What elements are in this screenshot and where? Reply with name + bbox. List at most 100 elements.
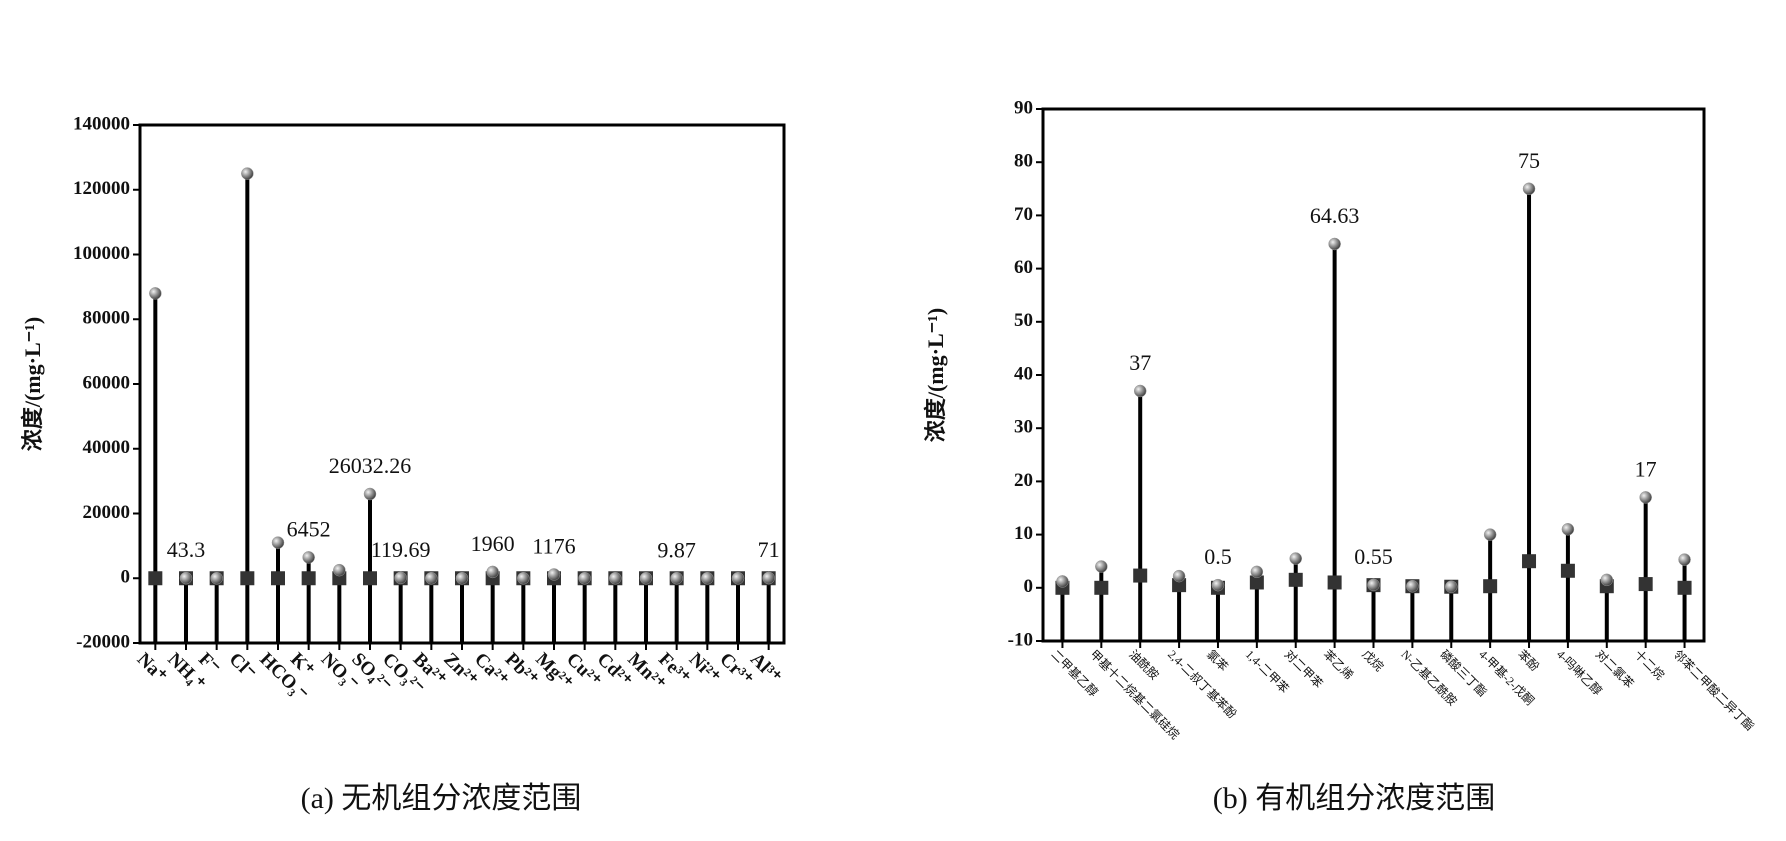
- y-tick-label: 40: [1014, 363, 1033, 384]
- max-marker: [210, 572, 223, 585]
- x-tick-label: 油酰胺: [1126, 647, 1161, 682]
- y-tick-label: -10: [1008, 629, 1033, 650]
- min-marker: [1133, 568, 1148, 583]
- x-tick-label: Na⁺: [133, 649, 171, 687]
- min-marker: [148, 571, 163, 586]
- max-marker: [517, 572, 530, 585]
- y-tick-label: 50: [1014, 310, 1033, 331]
- min-marker: [1677, 580, 1692, 595]
- y-tick-label: 20000: [83, 502, 131, 523]
- min-marker: [271, 571, 285, 586]
- y-tick-label: 70: [1014, 204, 1033, 225]
- max-marker: [1483, 528, 1497, 541]
- x-tick-label: 邻苯二甲酸二异丁酯: [1670, 646, 1757, 733]
- caption: (a) 无机组分浓度范围: [301, 782, 582, 815]
- max-marker: [241, 167, 254, 180]
- plot-frame: [1041, 107, 1706, 643]
- max-marker: [486, 565, 499, 579]
- max-marker: [1445, 580, 1458, 593]
- x-tick-label: 十二烷: [1632, 647, 1667, 682]
- data-label: 64.63: [1310, 203, 1360, 228]
- y-tick-label: 0: [121, 567, 131, 588]
- x-tick-label: Cr³⁺: [715, 649, 757, 691]
- min-marker: [1249, 575, 1264, 590]
- max-marker: [731, 572, 745, 585]
- max-marker: [1639, 491, 1652, 504]
- data-label: 0.5: [1204, 544, 1232, 569]
- y-tick-label: 30: [1014, 417, 1033, 438]
- max-marker: [1211, 578, 1225, 592]
- y-tick-label: 120000: [73, 178, 130, 199]
- max-marker: [609, 572, 622, 585]
- y-tick-label: 90: [1014, 97, 1033, 118]
- max-marker: [701, 572, 714, 585]
- max-marker: [1367, 578, 1380, 592]
- max-marker: [333, 563, 346, 577]
- y-tick-label: 20: [1014, 470, 1033, 491]
- data-label: 75: [1518, 148, 1540, 173]
- max-marker: [762, 571, 775, 585]
- min-marker: [1638, 577, 1653, 592]
- data-label: 1176: [532, 533, 575, 558]
- y-tick-label: 60000: [83, 372, 131, 393]
- data-label: 37: [1129, 350, 1151, 375]
- caption: (b) 有机组分浓度范围: [1213, 782, 1495, 815]
- max-marker: [1095, 560, 1108, 573]
- max-marker: [578, 572, 591, 585]
- data-label: 119.69: [371, 537, 431, 562]
- max-marker: [302, 551, 315, 564]
- max-marker: [1133, 384, 1147, 398]
- min-marker: [1288, 572, 1303, 587]
- x-tick-label: 2,4-二叔丁基苯酚: [1165, 647, 1239, 721]
- min-marker: [1560, 563, 1575, 578]
- max-marker: [149, 287, 162, 300]
- x-tick-label: Pb²⁺: [501, 649, 543, 691]
- y-tick-label: 10: [1014, 523, 1033, 544]
- y-tick-label: 40000: [83, 437, 131, 458]
- y-tick-label: 80: [1014, 151, 1033, 172]
- max-marker: [1056, 575, 1069, 588]
- x-tick-label: Ni²⁺: [685, 649, 724, 688]
- y-tick-label: 80000: [83, 308, 131, 329]
- max-marker: [271, 536, 285, 549]
- max-marker: [1406, 579, 1419, 593]
- min-marker: [1172, 578, 1187, 593]
- min-marker: [301, 571, 316, 586]
- x-tick-label: 戊烷: [1359, 647, 1386, 674]
- y-tick-label: 0: [1024, 576, 1034, 597]
- max-marker: [547, 568, 561, 581]
- max-marker: [639, 572, 653, 585]
- max-marker: [1328, 237, 1341, 251]
- data-label: 0.55: [1354, 544, 1393, 569]
- y-tick-label: 60: [1014, 257, 1033, 278]
- min-marker: [1327, 575, 1342, 590]
- x-tick-label: 苯乙烯: [1321, 647, 1356, 682]
- plot-frame: [138, 123, 786, 645]
- max-marker: [425, 572, 438, 585]
- data-label: 43.3: [167, 537, 206, 562]
- data-label: 17: [1635, 456, 1657, 481]
- max-marker: [1172, 569, 1186, 583]
- max-marker: [1250, 565, 1264, 579]
- y-tick-label: -20000: [76, 631, 130, 652]
- max-marker: [1600, 573, 1614, 587]
- min-marker: [1094, 580, 1109, 595]
- max-marker: [670, 571, 683, 585]
- max-marker: [179, 571, 193, 585]
- x-tick-label: Ca²⁺: [470, 649, 512, 691]
- x-tick-label: 苯酚: [1515, 647, 1542, 674]
- x-tick-label: Cl⁻: [225, 649, 260, 684]
- x-tick-label: Zn²⁺: [439, 649, 481, 691]
- max-marker: [1522, 182, 1536, 196]
- min-marker: [1483, 579, 1498, 594]
- y-axis-label: 浓度/(mg·L⁻¹): [20, 317, 45, 451]
- max-marker: [394, 571, 407, 585]
- min-marker: [363, 571, 377, 586]
- max-marker: [455, 572, 469, 585]
- y-tick-label: 100000: [73, 243, 130, 264]
- max-marker: [1561, 523, 1575, 536]
- x-tick-label: 氯苯: [1204, 647, 1231, 674]
- data-label: 26032.26: [329, 453, 412, 478]
- min-marker: [1522, 554, 1537, 569]
